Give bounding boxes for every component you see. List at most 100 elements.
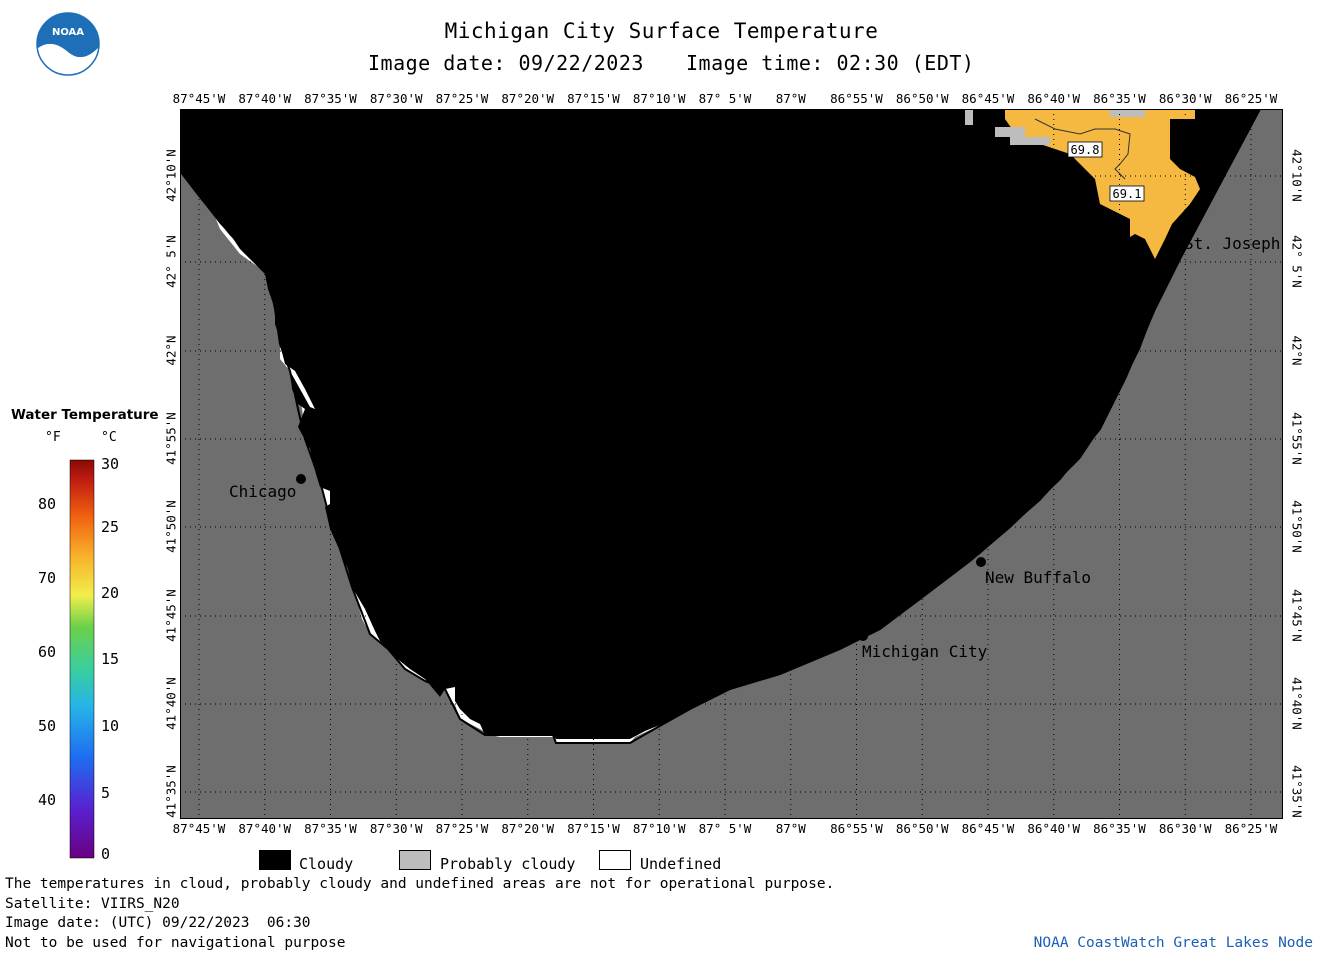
color-scale-bar <box>69 459 95 859</box>
latitude-label: 42°N <box>1289 335 1305 366</box>
latitude-label: 41°35'N <box>163 765 179 818</box>
scale-tick-c: 15 <box>101 650 120 668</box>
legend-swatch-cloudy <box>259 850 291 870</box>
map-area: 69.8 69.1 <box>180 109 1283 819</box>
longitude-label: 86°40'W <box>1027 91 1081 106</box>
shoreline <box>180 109 1261 744</box>
latitude-label: 41°45'N <box>1289 589 1305 642</box>
scale-tick-c: 25 <box>101 518 120 536</box>
city-label-michigan-city: Michigan City <box>862 642 988 661</box>
image-time: Image time: 02:30 (EDT) <box>686 51 975 75</box>
footer-credit: NOAA CoastWatch Great Lakes Node <box>1033 935 1313 951</box>
longitude-label: 86°30'W <box>1158 91 1212 106</box>
longitude-label: 87°25'W <box>435 821 489 836</box>
latitude-label: 41°55'N <box>163 412 179 465</box>
longitude-label: 87°10'W <box>632 821 686 836</box>
longitude-label: 87°15'W <box>567 91 620 106</box>
longitude-label: 87°35'W <box>304 91 357 106</box>
latitude-label: 42°N <box>163 335 179 366</box>
scale-tick-f: 40 <box>38 791 57 809</box>
longitude-label: 87°W <box>775 821 806 836</box>
longitude-label: 86°35'W <box>1093 91 1146 106</box>
scale-tick-c: 10 <box>101 717 120 735</box>
latitude-label: 41°55'N <box>1289 412 1305 465</box>
scale-unit-f: °F <box>45 430 61 445</box>
longitude-label: 87°45'W <box>172 91 226 106</box>
longitude-label: 86°50'W <box>895 821 949 836</box>
new-buffalo-marker <box>976 557 986 567</box>
legend-swatch-probably-cloudy <box>399 850 431 870</box>
footer-disclaimer: The temperatures in cloud, probably clou… <box>5 876 835 892</box>
footer-satellite: Satellite: VIIRS_N20 <box>5 896 180 912</box>
scale-tick-f: 80 <box>38 495 57 513</box>
longitude-label: 87°20'W <box>501 91 555 106</box>
st-joseph-marker <box>1181 219 1191 229</box>
latitude-label: 42° 5'N <box>1289 235 1305 288</box>
city-label-st-joseph: St. Joseph <box>1184 234 1281 253</box>
longitude-label: 86°35'W <box>1093 821 1146 836</box>
scale-tick-f: 60 <box>38 643 57 661</box>
graticule <box>180 109 1283 819</box>
legend-label-probably-cloudy: Probably cloudy <box>440 855 576 873</box>
longitude-label: 86°45'W <box>961 91 1015 106</box>
probably-cloudy-patch <box>1010 137 1050 145</box>
longitude-label: 86°50'W <box>895 91 949 106</box>
longitude-label: 86°40'W <box>1027 821 1081 836</box>
longitude-label: 87°40'W <box>238 91 292 106</box>
longitude-label: 87°35'W <box>304 821 357 836</box>
longitude-label: 87°45'W <box>172 821 226 836</box>
scale-title: Water Temperature <box>11 407 159 423</box>
longitude-label: 86°45'W <box>961 821 1015 836</box>
longitude-label: 87°30'W <box>369 821 423 836</box>
legend-label-undefined: Undefined <box>640 855 722 873</box>
temp-label-box <box>1109 185 1145 202</box>
latitude-label: 41°50'N <box>1289 500 1305 553</box>
longitude-label: 86°30'W <box>1158 821 1212 836</box>
temp-label-69-1: 69.1 <box>1113 187 1142 201</box>
scale-unit-c: °C <box>101 430 117 445</box>
scale-tick-f: 50 <box>38 717 57 735</box>
longitude-label: 86°55'W <box>830 91 883 106</box>
longitude-label: 87°W <box>775 91 806 106</box>
logo-text: NOAA <box>52 27 84 38</box>
temp-label-box <box>1067 141 1103 158</box>
longitude-label: 87°20'W <box>501 821 555 836</box>
longitude-label: 87°30'W <box>369 91 423 106</box>
longitude-label: 86°55'W <box>830 821 883 836</box>
scale-tick-f: 70 <box>38 569 57 587</box>
warm-sst-region <box>1005 109 1200 259</box>
longitude-label: 86°25'W <box>1224 821 1278 836</box>
longitude-label: 87°15'W <box>567 821 620 836</box>
probably-cloudy-patch <box>995 127 1025 137</box>
latitude-label: 41°50'N <box>163 500 179 553</box>
page-title: Michigan City Surface Temperature <box>444 19 879 43</box>
legend-label-cloudy: Cloudy <box>299 855 354 873</box>
latitude-label: 41°45'N <box>163 589 179 642</box>
latitude-label: 42° 5'N <box>163 235 179 288</box>
temp-label-69-8: 69.8 <box>1071 143 1100 157</box>
longitude-label: 87° 5'W <box>698 821 752 836</box>
chicago-marker <box>296 474 306 484</box>
longitude-label: 87°10'W <box>632 91 686 106</box>
longitude-label: 87° 5'W <box>698 91 752 106</box>
scale-tick-c: 5 <box>101 784 111 802</box>
latitude-label: 41°35'N <box>1289 765 1305 818</box>
michigan-city-marker <box>858 631 868 641</box>
longitude-label: 87°25'W <box>435 91 489 106</box>
noaa-logo: NOAA <box>36 12 100 76</box>
latitude-label: 42°10'N <box>163 149 179 202</box>
scale-tick-c: 30 <box>101 455 120 473</box>
city-label-new-buffalo: New Buffalo <box>985 568 1091 587</box>
lake-cloud-cover <box>180 109 1260 739</box>
probably-cloudy-patch <box>1110 109 1145 117</box>
scale-tick-c: 0 <box>101 845 111 863</box>
latitude-label: 41°40'N <box>1289 677 1305 730</box>
footer-nav-warning: Not to be used for navigational purpose <box>5 935 346 951</box>
latitude-label: 41°40'N <box>163 677 179 730</box>
city-label-chicago: Chicago <box>229 482 297 501</box>
probably-cloudy-patch <box>965 109 973 125</box>
scale-tick-c: 20 <box>101 584 120 602</box>
image-date: Image date: 09/22/2023 <box>368 51 644 75</box>
longitude-label: 86°25'W <box>1224 91 1278 106</box>
longitude-label: 87°40'W <box>238 821 292 836</box>
